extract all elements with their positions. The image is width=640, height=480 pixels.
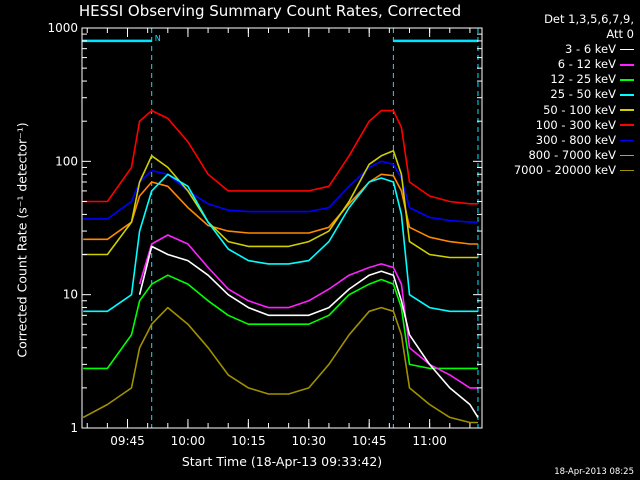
legend-swatch	[620, 124, 634, 126]
legend-entry-label: 7000 - 20000 keV	[513, 162, 616, 177]
legend-entry: 6 - 12 keV	[490, 57, 638, 72]
legend-entry: 300 - 800 keV	[490, 133, 638, 148]
legend-entry: 800 - 7000 keV	[490, 148, 638, 163]
x-axis-label: Start Time (18-Apr-13 09:33:42)	[181, 454, 383, 469]
x-tick-label-4: 10:45	[352, 434, 387, 448]
x-tick-label-0: 09:45	[110, 434, 145, 448]
y-axis-label: Corrected Count Rate (s⁻¹ detector⁻¹)	[14, 122, 30, 358]
legend: Det 1,3,5,6,7,9, Att 0 3 - 6 keV 6 - 12 k…	[490, 12, 638, 178]
legend-entry: 25 - 50 keV	[490, 87, 638, 102]
x-tick-label-2: 10:15	[231, 434, 266, 448]
legend-entry-label: 3 - 6 keV	[565, 42, 616, 57]
legend-header: Det 1,3,5,6,7,9, Att 0	[544, 12, 634, 42]
series-line-0	[138, 245, 479, 418]
series-line-8	[82, 306, 478, 424]
legend-entry: 3 - 6 keV	[490, 42, 638, 57]
legend-swatch	[620, 48, 634, 51]
series-line-3	[83, 173, 478, 313]
legend-swatch	[620, 139, 634, 142]
legend-swatch	[620, 79, 634, 81]
series-line-5	[83, 109, 478, 205]
legend-swatch	[620, 64, 634, 66]
legend-swatch	[620, 109, 634, 111]
legend-swatch	[620, 94, 634, 96]
y-tick-label-2: 100	[55, 154, 78, 168]
x-tick-label-1: 10:00	[171, 434, 206, 448]
legend-entry: 12 - 25 keV	[490, 72, 638, 87]
legend-entry: 100 - 300 keV	[490, 118, 638, 133]
legend-entry-label: 100 - 300 keV	[535, 117, 616, 132]
legend-entry-label: 800 - 7000 keV	[528, 147, 616, 162]
legend-entries: 3 - 6 keV 6 - 12 keV 12 - 25 keV 25 - 50 ke…	[490, 42, 638, 178]
chart-title: HESSI Observing Summary Count Rates, Cor…	[78, 2, 462, 20]
x-tick-label-3: 10:30	[291, 434, 326, 448]
y-tick-label-3: 1000	[47, 21, 78, 35]
legend-entry-label: 50 - 100 keV	[543, 102, 616, 117]
series-line-2	[83, 274, 478, 370]
legend-swatch	[620, 169, 634, 172]
plot-area: N	[82, 28, 479, 428]
series-line-4	[83, 150, 478, 259]
legend-swatch	[620, 154, 634, 157]
legend-entry: 7000 - 20000 keV	[490, 163, 638, 178]
plot-axes: 1 10 100 1000 09:45 10:00 10:15 10:30 10:45 11:00	[47, 21, 483, 448]
plot-frame	[81, 27, 483, 429]
legend-entry-label: 12 - 25 keV	[550, 72, 616, 87]
x-tick-label-5: 11:00	[412, 434, 447, 448]
series-line-7	[83, 173, 478, 245]
footer-timestamp: 18-Apr-2013 08:25	[554, 467, 634, 477]
y-tick-label-0: 1	[70, 421, 78, 435]
legend-entry: 50 - 100 keV	[490, 103, 638, 118]
legend-entry-label: 300 - 800 keV	[535, 132, 616, 147]
legend-entry-label: 25 - 50 keV	[550, 87, 616, 102]
y-tick-label-1: 10	[63, 288, 78, 302]
series-line-1	[138, 234, 478, 389]
series-line-6	[83, 160, 478, 223]
marker-label-0: N	[155, 34, 161, 43]
legend-entry-label: 6 - 12 keV	[557, 57, 616, 72]
